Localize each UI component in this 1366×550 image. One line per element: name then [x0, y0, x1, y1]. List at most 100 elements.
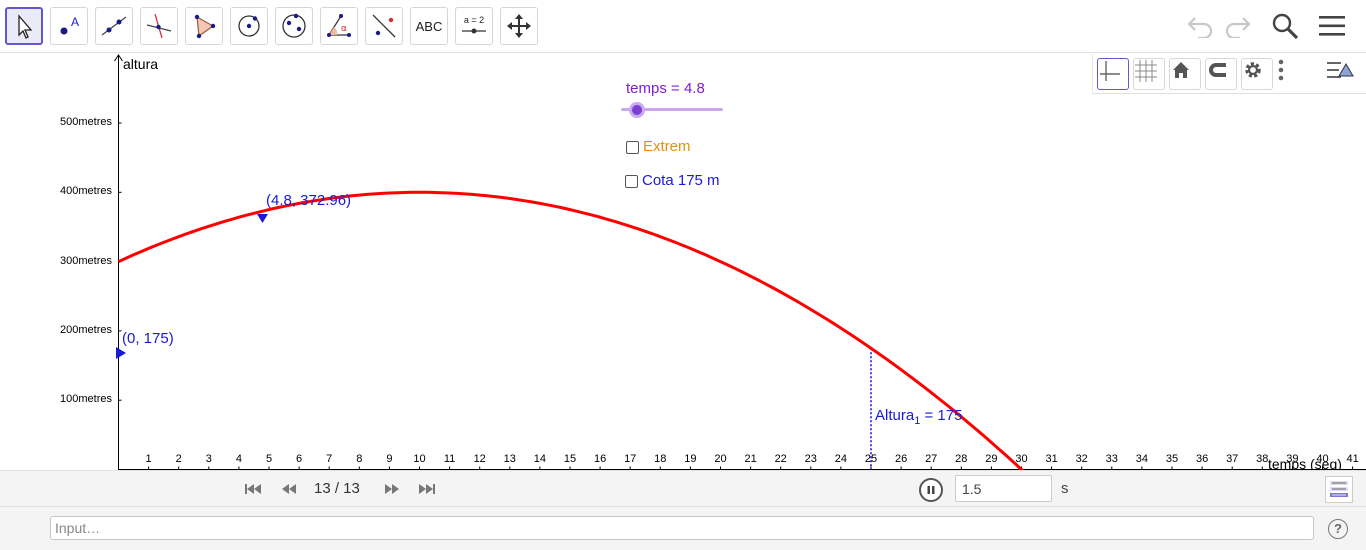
- home-icon: [1173, 62, 1189, 78]
- height-curve[interactable]: [117, 190, 1052, 470]
- altura-label-main: Altura: [875, 407, 915, 424]
- y-tick-label: 200metres: [60, 323, 112, 336]
- cota-checkbox[interactable]: [625, 175, 638, 188]
- x-tick-label: 14: [533, 453, 547, 465]
- extrem-checkbox-label[interactable]: Extrem: [643, 138, 691, 155]
- ellipse-tool-button[interactable]: [275, 7, 313, 45]
- y-tick-label: 400metres: [60, 185, 112, 198]
- animation-bar: 13 / 13 s: [0, 470, 1366, 506]
- start-point-marker[interactable]: [116, 347, 126, 359]
- y-axis-label: altura: [123, 56, 159, 72]
- pause-icon: [927, 486, 935, 494]
- x-tick-label: 12: [473, 453, 486, 465]
- input-help-button[interactable]: ?: [1328, 519, 1348, 539]
- menu-icon: [1319, 16, 1345, 36]
- polygon-tool-button[interactable]: [185, 7, 223, 45]
- x-tick-label: 8: [356, 453, 363, 465]
- command-input[interactable]: [50, 516, 1314, 540]
- reflect-tool-button[interactable]: [365, 7, 403, 45]
- graphics-settings-button[interactable]: [1241, 58, 1273, 90]
- toolbar: A α ABC a = 2: [0, 0, 1366, 53]
- next-step-button[interactable]: [381, 480, 403, 498]
- x-tick-label: 29: [985, 453, 998, 465]
- slider-icon: a = 2: [462, 15, 486, 34]
- perpendicular-line-icon: [146, 13, 172, 39]
- altura-label-value: = 175: [920, 407, 963, 424]
- x-tick-label: 25: [864, 453, 878, 465]
- angle-tool-button[interactable]: α: [320, 7, 358, 45]
- circle-tool-button[interactable]: [230, 7, 268, 45]
- perpendicular-line-tool-button[interactable]: [140, 7, 178, 45]
- x-tick-label: 41: [1346, 453, 1359, 465]
- x-axis-label: temps (seg): [1268, 456, 1342, 470]
- pause-button[interactable]: [919, 478, 943, 502]
- x-tick-label: 20: [714, 453, 727, 465]
- x-tick-label: 4: [235, 453, 242, 465]
- x-tick-label: 5: [265, 453, 273, 465]
- style-toggle-icon: [1327, 62, 1354, 78]
- x-tick-label: 21: [744, 453, 757, 465]
- text-tool-button[interactable]: ABC: [410, 7, 448, 45]
- x-tick-label: 39: [1286, 453, 1299, 465]
- x-tick-label: 18: [654, 453, 667, 465]
- point-tool-button[interactable]: A: [50, 7, 88, 45]
- x-tick-label: 10: [413, 453, 426, 465]
- move-graphics-view-tool-button[interactable]: [500, 7, 538, 45]
- animation-speed-input[interactable]: [955, 475, 1052, 502]
- show-grid-button[interactable]: [1133, 58, 1165, 90]
- x-tick-label: 30: [1015, 453, 1028, 465]
- point-icon: A: [60, 15, 79, 35]
- undo-icon: [1187, 17, 1213, 38]
- y-axis-arrow: [114, 54, 123, 62]
- x-tick-label: 13: [503, 453, 516, 465]
- x-tick-label: 23: [804, 453, 817, 465]
- last-step-button[interactable]: [416, 480, 438, 498]
- polygon-icon: [194, 14, 216, 39]
- previous-step-button[interactable]: [278, 480, 300, 498]
- x-tick-label: 32: [1075, 453, 1088, 465]
- y-tick-label: 300metres: [60, 254, 112, 267]
- extrem-checkbox[interactable]: [626, 141, 639, 154]
- first-step-button[interactable]: [242, 480, 264, 498]
- main-menu-button[interactable]: [1315, 9, 1349, 43]
- current-point-marker[interactable]: [257, 214, 268, 223]
- x-tick-label: 1: [145, 453, 152, 465]
- y-tick-label: 100metres: [60, 393, 112, 406]
- toggle-style-bar-button[interactable]: [1325, 58, 1357, 90]
- temps-slider-track[interactable]: [621, 108, 723, 111]
- start-point-label: (0, 175): [122, 330, 174, 347]
- circle-icon: [238, 15, 260, 37]
- cota-checkbox-label[interactable]: Cota 175 m: [642, 172, 720, 189]
- show-axes-button[interactable]: [1097, 58, 1129, 90]
- point-capturing-button[interactable]: [1205, 58, 1237, 90]
- standard-view-button[interactable]: [1169, 58, 1201, 90]
- svg-text:α: α: [341, 24, 347, 34]
- x-tick-label: 11: [443, 453, 456, 465]
- move-tool-button[interactable]: [5, 7, 43, 45]
- more-options-button[interactable]: [1277, 58, 1309, 90]
- current-point-label: (4.8, 372.96): [266, 192, 352, 209]
- search-button[interactable]: [1268, 9, 1302, 43]
- redo-icon: [1225, 17, 1251, 38]
- text-tool-label: ABC: [415, 18, 443, 34]
- line-tool-button[interactable]: [95, 7, 133, 45]
- x-tick-label: 34: [1135, 453, 1149, 465]
- search-icon: [1272, 13, 1299, 40]
- grid-icon: [1135, 60, 1157, 82]
- x-tick-label: 33: [1105, 453, 1118, 465]
- toggle-algebra-button[interactable]: [1325, 476, 1353, 503]
- gear-icon: [1245, 62, 1261, 78]
- construction-step-counter: 13 / 13: [314, 480, 360, 497]
- graph-canvas[interactable]: [0, 53, 1366, 470]
- undo-button[interactable]: [1184, 9, 1218, 43]
- x-tick-label: 31: [1045, 453, 1058, 465]
- redo-button[interactable]: [1220, 9, 1254, 43]
- x-tick-label: 27: [925, 453, 938, 465]
- svg-text:a = 2: a = 2: [464, 15, 484, 25]
- svg-text:A: A: [71, 15, 79, 29]
- slider-tool-button[interactable]: a = 2: [455, 7, 493, 45]
- temps-slider-knob[interactable]: [629, 102, 645, 118]
- altura-label-subscript: 1: [914, 415, 921, 427]
- x-tick-label: 26: [894, 453, 908, 465]
- graphics-view[interactable]: 100metres 200metres 300metres 400metres 500m…: [0, 53, 1366, 470]
